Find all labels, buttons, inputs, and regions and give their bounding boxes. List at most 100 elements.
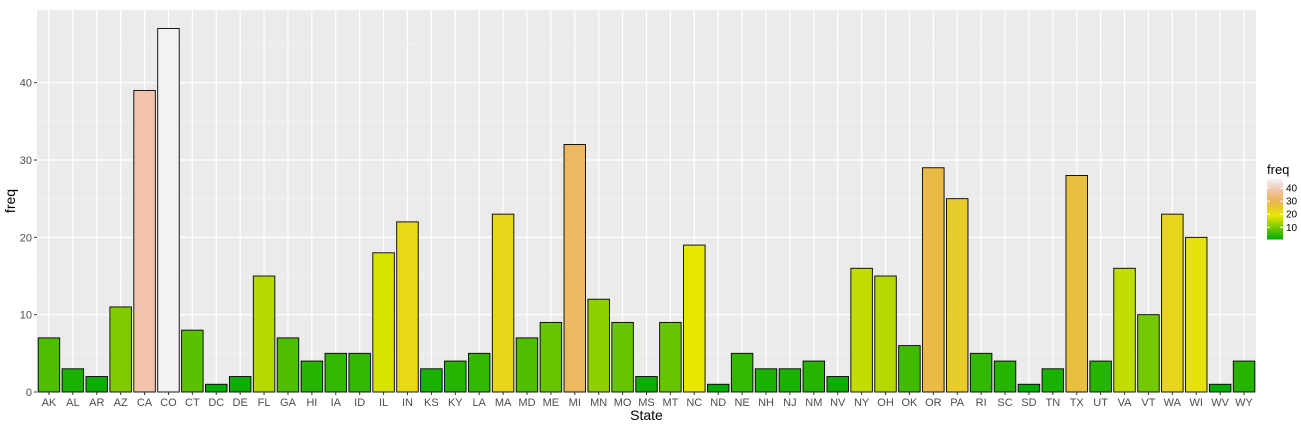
x-tick-label: NY [854, 397, 870, 409]
bar-mt [659, 321, 682, 393]
bar-vt [1137, 314, 1160, 393]
colorbar-segment [1267, 227, 1283, 229]
bar-tn [1041, 368, 1065, 393]
x-tick-label: IN [402, 397, 413, 409]
colorbar-segment [1267, 206, 1283, 208]
x-tick-label: WA [1164, 397, 1182, 409]
bar-nj [778, 368, 802, 393]
bar-ks [420, 368, 443, 393]
x-tick-label: OH [877, 397, 894, 409]
bar-la [467, 352, 491, 393]
x-tick-label: NC [686, 397, 702, 409]
colorbar-segment [1267, 203, 1283, 205]
y-tick-label: 10 [20, 310, 32, 322]
colorbar-segment [1267, 179, 1283, 181]
bar-il [372, 252, 395, 393]
bar-nm [802, 360, 826, 393]
colorbar-segment [1267, 198, 1283, 201]
bar-pa [946, 198, 969, 393]
bar-ia [324, 352, 347, 393]
y-tick-label: 40 [20, 78, 32, 90]
bar-me [539, 321, 563, 393]
bar-al [61, 368, 85, 393]
bar-sc [993, 360, 1017, 393]
colorbar-segment [1267, 231, 1283, 234]
x-tick-label: NV [830, 397, 846, 409]
x-tick-label: DC [208, 397, 224, 409]
x-tick-label: OR [925, 397, 942, 409]
colorbar-segment [1267, 234, 1283, 237]
x-tick-label: CO [160, 397, 177, 409]
x-tick-label: ND [710, 397, 726, 409]
x-axis: AK AL AR AZ CA CO CT DC DE FL GA HI IA ID IL IN KS KY LA MA… [42, 392, 1254, 409]
x-tick-label: TN [1045, 397, 1060, 409]
x-tick-label: GA [280, 397, 297, 409]
bar-mi [563, 144, 586, 393]
bar-ct [181, 329, 204, 393]
colorbar-segment [1267, 185, 1283, 187]
bar-wi [1185, 236, 1208, 393]
colorbar-segment [1267, 218, 1283, 220]
bar-ak [37, 337, 61, 393]
bar-ut [1089, 360, 1112, 393]
colorbar-segment [1267, 200, 1283, 202]
x-tick-label: LA [472, 397, 486, 409]
x-tick-label: AR [89, 397, 104, 409]
legend: freq 10 20 30 40 [1267, 162, 1298, 240]
bar-ga [276, 337, 300, 393]
x-tick-label: IL [379, 397, 388, 409]
bar-fl [252, 275, 276, 393]
bar-ne [730, 352, 754, 393]
colorbar-segment [1267, 215, 1283, 217]
x-tick-label: AL [66, 397, 79, 409]
x-tick-label: TX [1070, 397, 1085, 409]
colorbar-segment [1267, 180, 1283, 183]
bar-sd [1017, 383, 1041, 393]
x-tick-label: SD [1021, 397, 1036, 409]
colorbar-segment [1267, 210, 1283, 213]
bar-wv [1208, 383, 1232, 393]
bar-az [109, 306, 132, 393]
colorbar-segment [1267, 201, 1283, 204]
bar-md [515, 337, 539, 393]
bar-nh [754, 368, 778, 393]
x-tick-label: HI [306, 397, 317, 409]
x-axis-title: State [630, 407, 663, 423]
x-tick-label: AK [42, 397, 57, 409]
legend-tick-label: 40 [1286, 184, 1298, 195]
x-tick-label: MS [638, 397, 655, 409]
bar-ma [491, 213, 515, 393]
bar-mn [587, 298, 610, 393]
colorbar-segment [1267, 186, 1283, 189]
x-tick-label: RI [976, 397, 987, 409]
y-tick-label: 0 [26, 387, 32, 399]
legend-tick-label: 30 [1286, 197, 1298, 208]
colorbar-segment [1267, 191, 1283, 193]
colorbar-segment [1267, 222, 1283, 225]
bar-in [396, 221, 419, 393]
bar-ms [635, 376, 658, 393]
x-tick-label: CT [185, 397, 200, 409]
bar-wa [1161, 213, 1184, 393]
x-tick-label: NM [805, 397, 822, 409]
x-tick-label: PA [950, 397, 965, 409]
x-tick-label: MD [518, 397, 535, 409]
x-tick-label: MA [495, 397, 512, 409]
colorbar-segment [1267, 236, 1283, 238]
x-tick-label: VA [1118, 397, 1133, 409]
x-tick-label: ID [354, 397, 365, 409]
bar-nv [826, 376, 849, 393]
bar-va [1113, 267, 1136, 393]
bar-nc [683, 244, 706, 393]
bar-tx [1065, 175, 1088, 393]
colorbar-segment [1267, 182, 1283, 184]
x-tick-label: UT [1093, 397, 1108, 409]
bars [37, 28, 1256, 393]
x-tick-label: NH [758, 397, 774, 409]
legend-title: freq [1267, 162, 1289, 177]
colorbar-segment [1267, 194, 1283, 196]
bar-hi [300, 360, 324, 393]
bar-ar [85, 376, 108, 393]
x-tick-label: NJ [783, 397, 796, 409]
